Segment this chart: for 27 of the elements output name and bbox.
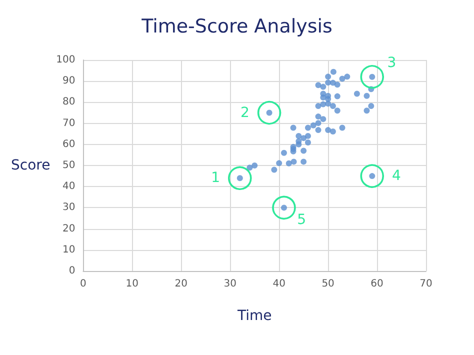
y-tick-label: 70: [62, 118, 76, 129]
x-tick-label: 30: [224, 278, 236, 290]
y-tick-label: 30: [62, 202, 76, 214]
y-tick-label: 50: [62, 160, 76, 171]
y-tick-label: 100: [56, 54, 76, 66]
x-axis-title: Time: [236, 308, 272, 324]
annotation: 3: [387, 54, 396, 71]
y-tick-label: 40: [62, 181, 76, 192]
y-tick-label: 0: [68, 266, 76, 276]
y-tick-label: 80: [62, 96, 76, 108]
y-axis-title: Score: [10, 158, 50, 174]
y-tick-label: 10: [62, 244, 76, 256]
y-tick-label: 60: [62, 138, 76, 150]
chart-title: Time-Score Analysis: [140, 16, 332, 38]
x-tick-label: 70: [420, 278, 432, 290]
x-tick-label: 40: [272, 278, 286, 290]
annotation: 5: [297, 212, 306, 228]
x-tick-label: 0: [80, 278, 86, 290]
x-tick-label: 50: [322, 278, 334, 290]
x-tick-label: 20: [174, 278, 188, 290]
x-tick-label: 60: [370, 278, 384, 290]
annotation: 1: [211, 170, 220, 186]
annotation: 2: [240, 104, 250, 121]
annotation: 4: [392, 168, 402, 184]
x-tick-label: 10: [126, 278, 139, 290]
y-tick-label: 90: [62, 76, 76, 87]
y-tick-label: 20: [62, 223, 76, 234]
